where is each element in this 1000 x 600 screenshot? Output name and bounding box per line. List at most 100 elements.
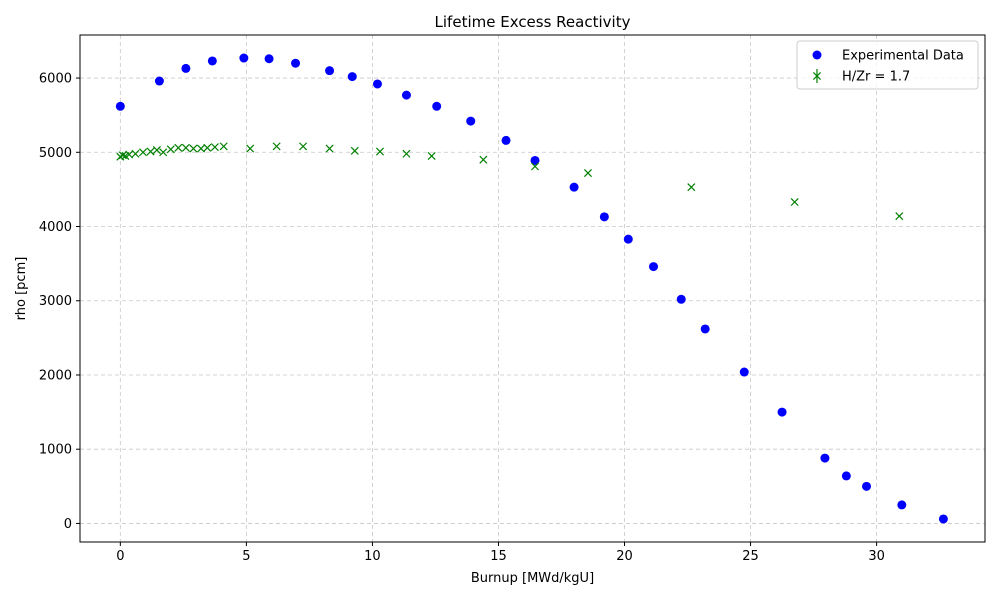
marker-stroke xyxy=(210,143,219,152)
data-point-circle xyxy=(777,407,787,417)
marker-stroke xyxy=(299,142,308,151)
legend-marker-x xyxy=(812,71,822,81)
data-point-x xyxy=(131,149,140,158)
x-tick-label: 15 xyxy=(490,549,507,564)
marker-stroke xyxy=(583,169,592,178)
axis-ticks: 0 5 10 15 20 25 30 0 1000 2000 3000 4000 5000 6000 xyxy=(39,72,885,564)
y-tick-label: 0 xyxy=(64,517,72,532)
data-point-circle xyxy=(466,116,476,126)
data-point-circle xyxy=(530,155,540,165)
marker-stroke xyxy=(138,148,148,157)
data-point-x xyxy=(159,148,168,157)
marker-stroke xyxy=(189,144,198,153)
data-point-x xyxy=(402,149,411,158)
legend: Experimental Data H/Zr = 1.7 xyxy=(796,40,979,90)
data-point-x xyxy=(146,147,155,156)
data-point-circle xyxy=(347,72,357,82)
marker-stroke xyxy=(402,149,411,158)
y-tick-label: 3000 xyxy=(39,294,72,309)
data-point-circle xyxy=(739,367,749,377)
marker-stroke xyxy=(530,162,540,171)
data-point-circle xyxy=(264,54,274,64)
data-point-circle xyxy=(291,58,301,68)
data-point-circle xyxy=(569,182,579,192)
marker-stroke xyxy=(895,212,904,221)
y-axis-label: rho [pcm] xyxy=(14,257,29,321)
marker-stroke xyxy=(325,144,334,153)
marker-stroke xyxy=(375,147,385,156)
x-tick-label: 10 xyxy=(364,549,381,564)
y-tick-label: 5000 xyxy=(39,146,72,161)
marker-stroke xyxy=(246,144,255,153)
data-point-x xyxy=(138,148,148,157)
data-point-x xyxy=(687,183,696,192)
data-point-circle xyxy=(938,514,948,524)
x-tick-label: 20 xyxy=(616,549,633,564)
data-point-x xyxy=(790,197,799,207)
data-point-circle xyxy=(181,63,191,73)
series-2 xyxy=(116,142,904,221)
legend-entries: Experimental Data H/Zr = 1.7 xyxy=(812,49,964,85)
data-point-circle xyxy=(239,53,249,63)
x-axis-label: Burnup [MWd/kgU] xyxy=(471,571,594,586)
marker-stroke xyxy=(196,144,206,153)
marker-stroke xyxy=(146,147,155,156)
x-tick-label: 30 xyxy=(868,549,885,564)
marker-stroke xyxy=(427,151,436,161)
x-tick-label: 25 xyxy=(742,549,759,564)
legend-label: H/Zr = 1.7 xyxy=(842,70,910,85)
y-tick-label: 1000 xyxy=(39,443,72,458)
data-point-x xyxy=(189,144,198,153)
marker-stroke xyxy=(203,143,212,152)
data-point-x xyxy=(895,212,904,221)
data-point-x xyxy=(479,155,488,164)
legend-entry: H/Zr = 1.7 xyxy=(812,69,910,85)
data-point-x xyxy=(299,142,308,151)
data-point-circle xyxy=(115,101,125,111)
marker-stroke xyxy=(152,146,161,155)
data-point-circle xyxy=(862,481,872,491)
data-point-x xyxy=(203,143,212,152)
legend-label: Experimental Data xyxy=(842,49,964,64)
data-point-x xyxy=(272,142,281,151)
data-point-circle xyxy=(599,212,609,222)
data-point-circle xyxy=(820,453,830,463)
marker-stroke xyxy=(181,143,190,152)
series-1 xyxy=(115,53,948,524)
data-point-circle xyxy=(501,135,511,145)
data-point-x xyxy=(166,145,175,154)
data-point-x xyxy=(427,151,436,161)
data-point-x xyxy=(181,143,190,152)
data-point-circle xyxy=(700,324,710,334)
marker-stroke xyxy=(479,155,488,164)
data-series xyxy=(115,53,948,524)
data-point-circle xyxy=(325,66,335,76)
plot-area-frame xyxy=(79,34,986,543)
marker-stroke xyxy=(159,148,168,157)
data-point-x xyxy=(375,147,385,156)
marker-stroke xyxy=(272,142,281,151)
data-point-circle xyxy=(623,234,633,244)
data-point-x xyxy=(246,144,255,153)
data-point-x xyxy=(583,169,592,178)
data-point-x xyxy=(530,162,540,171)
x-tick-label: 5 xyxy=(242,549,250,564)
marker-stroke xyxy=(219,142,228,151)
data-point-circle xyxy=(401,90,411,100)
marker-stroke xyxy=(790,197,799,207)
data-point-circle xyxy=(676,294,686,304)
data-point-circle xyxy=(207,56,217,66)
data-point-circle xyxy=(897,500,907,510)
marker-stroke xyxy=(350,146,359,155)
chart-title: Lifetime Excess Reactivity xyxy=(435,13,631,31)
legend-entry: Experimental Data xyxy=(812,49,964,64)
marker-stroke xyxy=(131,149,140,158)
data-point-x xyxy=(210,143,219,152)
marker-stroke xyxy=(812,71,822,81)
data-point-x xyxy=(325,144,334,153)
data-point-circle xyxy=(154,76,164,86)
y-tick-label: 6000 xyxy=(39,72,72,87)
data-point-circle xyxy=(372,79,382,89)
